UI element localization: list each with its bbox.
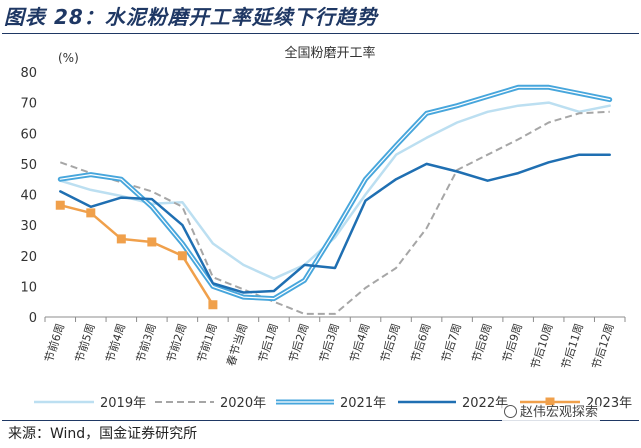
x-tick-label: 节后4周 <box>348 322 373 364</box>
wechat-icon <box>504 405 517 418</box>
x-tick-label: 节前5周 <box>72 322 98 364</box>
x-tick-label: 节前2周 <box>164 322 190 364</box>
legend-label: 2021年 <box>340 396 386 411</box>
y-tick-label: 80 <box>20 66 37 81</box>
x-tick-label: 节后6周 <box>409 322 434 364</box>
x-tick-label: 春节当周 <box>223 322 250 368</box>
data-point <box>55 200 65 210</box>
watermark-text: 赵伟宏观探索 <box>520 405 599 420</box>
x-tick-label: 节前1周 <box>194 322 220 364</box>
legend-label: 2019年 <box>100 396 146 411</box>
series-line <box>59 101 611 280</box>
series-2019年 <box>59 101 611 280</box>
data-point <box>208 300 218 310</box>
series-2021年 <box>57 84 613 302</box>
x-tick-label: 节后9周 <box>500 322 525 364</box>
series-line-inner <box>59 86 611 300</box>
legend-label: 2020年 <box>220 396 266 411</box>
figure-title: 图表 28：水泥粉磨开工率延续下行趋势 <box>4 5 378 29</box>
series-2023年 <box>55 200 218 310</box>
series-2020年 <box>59 110 610 315</box>
x-tick-label: 节前3周 <box>133 322 159 364</box>
x-tick-label: 节后10周 <box>529 322 556 371</box>
y-tick-label: 70 <box>20 97 37 112</box>
chart-title: 全国粉磨开工率 <box>284 45 375 61</box>
x-tick-label: 节前6周 <box>41 322 67 364</box>
y-tick-label: 30 <box>20 219 37 234</box>
legend-item: 2022年 <box>398 396 508 411</box>
x-tick-label: 节后8周 <box>470 322 495 364</box>
chart-area: 全国粉磨开工率 (%) 0 10 20 30 40 50 60 70 80 节前6周 节前5周 节前4… <box>20 45 632 411</box>
series-line <box>59 203 215 307</box>
y-tick-label: 40 <box>20 189 37 204</box>
legend: 2019年 2020年 2021年 2022年 2023年 <box>34 396 632 411</box>
y-tick-label: 0 <box>29 311 37 326</box>
series-layer <box>55 84 613 315</box>
y-tick-label: 60 <box>20 127 37 142</box>
y-tick-label: 20 <box>20 250 37 265</box>
x-tick-label: 节后11周 <box>559 322 586 371</box>
watermark: 赵伟宏观探索 <box>502 405 601 421</box>
x-tick-label: 节后5周 <box>378 322 403 364</box>
legend-item: 2019年 <box>34 396 146 411</box>
y-tick-label: 50 <box>20 158 37 173</box>
x-tick-label: 节后12周 <box>590 322 617 371</box>
series-line <box>59 153 611 294</box>
y-tick-label: 10 <box>20 280 37 295</box>
series-line <box>59 110 610 315</box>
title-rule <box>2 33 639 34</box>
data-point <box>177 251 187 261</box>
legend-item: 2021年 <box>276 396 386 411</box>
source-note: 来源：Wind，国金证券研究所 <box>8 426 198 442</box>
series-2022年 <box>59 153 611 294</box>
footer-rule <box>2 420 639 421</box>
legend-item: 2020年 <box>155 396 266 411</box>
x-tick-label: 节前4周 <box>102 322 128 364</box>
data-point <box>86 208 96 218</box>
axes: 0 10 20 30 40 50 60 70 80 节前6周 节前5周 节前4周 节前3周 节前2周 节前1… <box>20 66 626 371</box>
y-unit-label: (%) <box>58 51 79 65</box>
x-tick-label: 节后2周 <box>287 322 312 364</box>
data-point <box>147 237 157 247</box>
x-tick-label: 节后3周 <box>317 322 342 364</box>
x-tick-label: 节后1周 <box>256 322 281 364</box>
data-point <box>116 234 126 244</box>
x-tick-label: 节后7周 <box>439 322 464 364</box>
legend-label: 2022年 <box>462 396 508 411</box>
legend-marker <box>545 397 555 407</box>
